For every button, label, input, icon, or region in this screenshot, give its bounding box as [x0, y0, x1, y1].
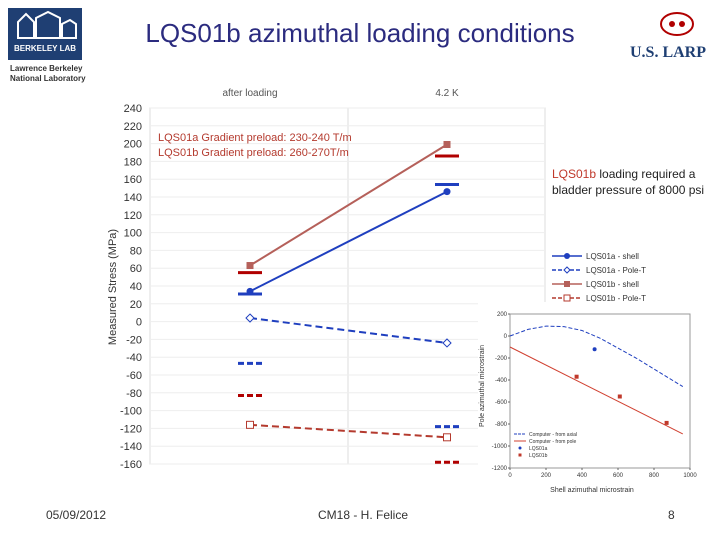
inset-x-axis-label: Shell azimuthal microstrain [550, 487, 634, 494]
inset-legend-label: LQS01a [529, 446, 548, 452]
main-y-axis-label: Measured Stress (MPa) [107, 229, 119, 345]
inset-x-tick-label: 1000 [683, 473, 697, 479]
y-tick-label: 40 [130, 281, 142, 293]
inset-data-point [592, 347, 597, 352]
y-tick-label: -60 [126, 370, 142, 382]
inset-y-tick-label: -400 [495, 378, 508, 384]
inset-y-tick-label: -800 [495, 422, 508, 428]
data-point [443, 188, 451, 196]
inset-legend-marker [518, 446, 522, 450]
inset-series-line [509, 346, 684, 435]
y-tick-label: 20 [130, 299, 142, 311]
series-line [249, 143, 448, 267]
note-text: loading required a bladder pressure of 8… [552, 167, 705, 197]
data-point [246, 287, 254, 295]
y-tick-label: 100 [124, 228, 142, 240]
data-point [443, 140, 451, 148]
y-tick-label: 220 [124, 121, 142, 133]
inset-x-tick-label: 600 [613, 473, 624, 479]
inset-legend-label: Computer - from axial [529, 432, 577, 438]
y-tick-label: 240 [124, 103, 142, 115]
inset-series-line [509, 325, 684, 388]
y-tick-label: 60 [130, 263, 142, 275]
y-tick-label: 180 [124, 156, 142, 168]
seal-icon [660, 12, 694, 36]
main-x-category-1: after loading [222, 88, 277, 99]
main-x-category-2: 4.2 K [435, 88, 459, 99]
page-number: 8 [668, 508, 675, 522]
y-tick-label: 0 [136, 317, 142, 329]
inset-x-tick-label: 800 [649, 473, 660, 479]
inset-legend-label: Computer - from pole [529, 439, 576, 445]
y-tick-label: 80 [130, 245, 142, 257]
data-point [442, 338, 452, 348]
inset-legend-marker [518, 453, 522, 457]
legend-marker [564, 281, 570, 287]
building-icon [17, 10, 77, 39]
y-tick-label: -140 [120, 441, 142, 453]
inset-y-tick-label: -1200 [492, 466, 508, 472]
series-line [249, 190, 448, 293]
data-point [245, 313, 255, 323]
inset-y-axis-label: Pole azimuthal microstrain [479, 345, 486, 427]
footer-author: CM18 - H. Felice [318, 508, 409, 522]
legend-marker [564, 253, 570, 259]
note-model-name: LQS01b [552, 167, 597, 181]
preload-b-label: LQS01b Gradient preload: 260-270T/m [158, 147, 349, 159]
y-tick-label: 160 [124, 174, 142, 186]
y-tick-label: -20 [126, 334, 142, 346]
inset-data-point [617, 394, 622, 399]
inset-legend-label: LQS01b [529, 453, 548, 459]
y-tick-label: -100 [120, 406, 142, 418]
inset-plot-area [509, 313, 691, 469]
y-tick-label: 120 [124, 210, 142, 222]
inset-x-tick-label: 0 [508, 473, 512, 479]
legend-marker [563, 294, 571, 302]
y-tick-label: -120 [120, 423, 142, 435]
logo-text: BERKELEY LAB [13, 44, 77, 53]
y-tick-label: -80 [126, 388, 142, 400]
y-tick-label: 140 [124, 192, 142, 204]
inset-data-point [574, 374, 579, 379]
series-line [249, 317, 448, 344]
legend-label: LQS01b - shell [586, 280, 639, 289]
slide-title: LQS01b azimuthal loading conditions [145, 18, 575, 48]
data-point [246, 262, 254, 270]
data-point [443, 433, 451, 442]
legend-label: LQS01a - shell [586, 252, 639, 261]
inset-y-tick-label: 200 [497, 312, 508, 318]
inset-data-point [664, 420, 669, 425]
inset-y-tick-label: -1000 [492, 444, 508, 450]
inset-x-tick-label: 400 [577, 473, 588, 479]
legend-label: LQS01b - Pole-T [586, 294, 646, 303]
inset-y-tick-label: 0 [504, 334, 508, 340]
inset-y-tick-label: -600 [495, 400, 508, 406]
legend-marker [563, 266, 571, 274]
footer-date: 05/09/2012 [46, 508, 107, 522]
legend-label: LQS01a - Pole-T [586, 266, 646, 275]
y-tick-label: -40 [126, 352, 142, 364]
inset-y-tick-label: -200 [495, 356, 508, 362]
inset-x-tick-label: 200 [541, 473, 552, 479]
lab-name: Lawrence Berkeley National Laboratory [10, 64, 86, 83]
y-tick-label: 200 [124, 139, 142, 151]
berkeley-lab-logo: BERKELEY LAB [8, 8, 82, 60]
preload-a-label: LQS01a Gradient preload: 230-240 T/m [158, 132, 352, 144]
bladder-note: LQS01b loading required a bladder pressu… [552, 166, 712, 198]
data-point [246, 420, 254, 429]
y-tick-label: -160 [120, 459, 142, 471]
us-larp-logo: U.S. LARP [630, 44, 707, 61]
